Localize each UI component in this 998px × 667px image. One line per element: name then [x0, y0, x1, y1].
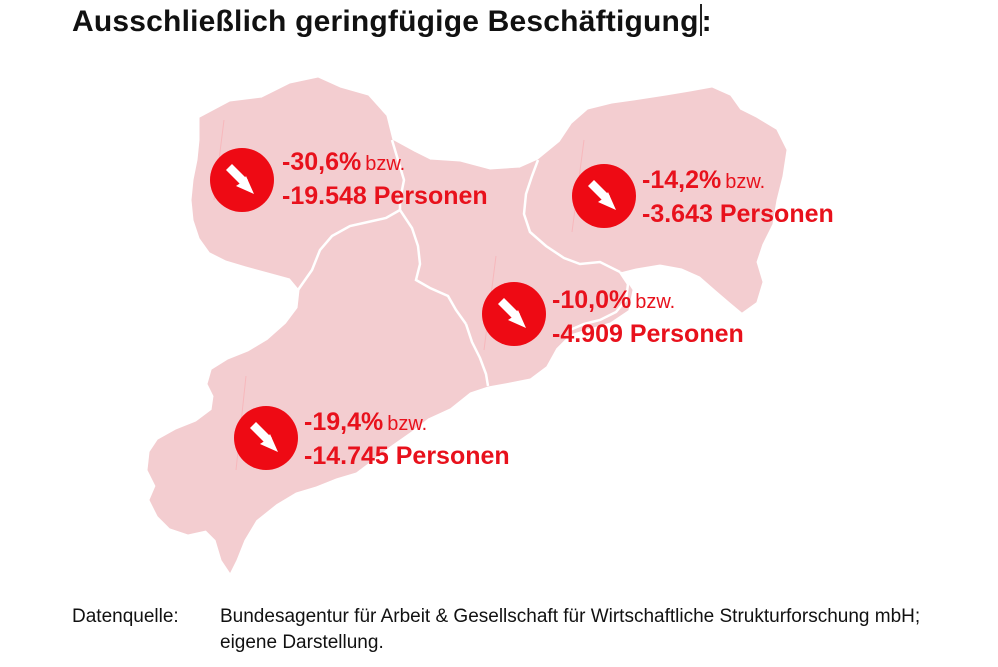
region-label-south-west: -19,4% bzw. -14.745 Personen [304, 406, 510, 472]
region-persons: -19.548 Personen [282, 182, 488, 210]
region-label-center: -10,0% bzw. -4.909 Personen [552, 284, 744, 350]
arrow-down-right-icon [572, 164, 636, 228]
region-connector: bzw. [725, 171, 766, 193]
page-title: Ausschließlich geringfügige Beschäftigun… [72, 4, 712, 39]
region-percent: -30,6% [282, 148, 362, 176]
region-connector: bzw. [635, 291, 676, 313]
region-percent: -10,0% [552, 286, 632, 314]
border-nw-sw [296, 208, 401, 291]
region-persons: -14.745 Personen [304, 442, 510, 470]
region-percent: -19,4% [304, 408, 384, 436]
arrow-down-right-icon [234, 406, 298, 470]
arrow-down-right-icon [210, 148, 274, 212]
border-center-south [569, 271, 630, 332]
region-connector: bzw. [365, 153, 406, 175]
border-nw-center [390, 139, 468, 325]
text-cursor [699, 4, 702, 36]
border-sw-center [464, 323, 490, 387]
title-suffix: : [701, 5, 712, 38]
border-center-east [522, 159, 621, 274]
source-text: Bundesagentur für Arbeit & Gesellschaft … [220, 606, 921, 653]
region-label-east: -14,2% bzw. -3.643 Personen [642, 164, 834, 230]
source-label: Datenquelle: [72, 606, 179, 627]
region-persons: -3.643 Personen [642, 200, 834, 228]
arrow-down-right-icon [482, 282, 546, 346]
title-text: Ausschließlich geringfügige Beschäftigun… [72, 5, 699, 38]
region-persons: -4.909 Personen [552, 320, 744, 348]
region-percent: -14,2% [642, 166, 722, 194]
region-connector: bzw. [387, 413, 428, 435]
region-label-north-west: -30,6% bzw. -19.548 Personen [282, 146, 488, 212]
